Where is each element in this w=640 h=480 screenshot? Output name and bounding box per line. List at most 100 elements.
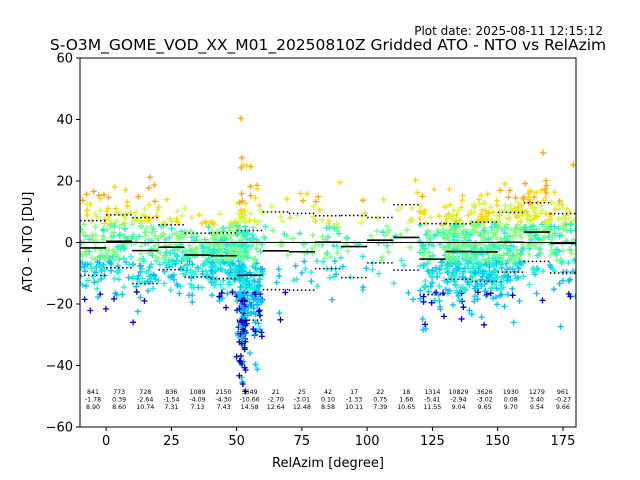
data-point xyxy=(492,231,499,238)
data-point xyxy=(108,267,115,274)
bin-stat-label: 12.64 xyxy=(267,404,285,411)
data-point xyxy=(477,263,484,270)
bin-stat-label: 17 xyxy=(350,389,358,396)
data-point xyxy=(412,177,419,184)
x-tick-label: 100 xyxy=(355,434,380,449)
data-point xyxy=(322,255,329,262)
data-point xyxy=(319,216,326,223)
data-point xyxy=(116,224,123,231)
data-point xyxy=(262,223,269,230)
data-point xyxy=(201,236,208,243)
data-point xyxy=(284,251,291,258)
data-point xyxy=(310,213,317,220)
data-point xyxy=(474,296,481,303)
data-point xyxy=(448,261,455,268)
data-point xyxy=(473,240,480,247)
data-point xyxy=(101,266,108,273)
data-point xyxy=(186,242,193,249)
data-point xyxy=(237,358,244,365)
data-point xyxy=(450,301,457,308)
data-point xyxy=(155,277,162,284)
data-point xyxy=(191,271,198,278)
bin-stat-label: 2150 xyxy=(216,389,232,396)
data-point xyxy=(256,326,263,333)
x-tick-label: 0 xyxy=(102,434,110,449)
data-point xyxy=(571,217,576,224)
data-point xyxy=(450,233,457,240)
data-point xyxy=(475,289,482,296)
data-point xyxy=(94,285,101,292)
data-point xyxy=(344,234,351,241)
data-point xyxy=(195,265,202,272)
data-point xyxy=(481,321,488,328)
data-point xyxy=(297,190,304,197)
data-point xyxy=(141,229,148,236)
data-point xyxy=(459,255,466,262)
data-point xyxy=(277,213,284,220)
data-point xyxy=(443,262,450,269)
data-point xyxy=(422,325,429,332)
data-point xyxy=(130,319,137,326)
data-point xyxy=(164,261,171,268)
data-point xyxy=(479,206,486,213)
data-point xyxy=(420,326,427,333)
data-point xyxy=(320,258,327,265)
data-point xyxy=(558,259,565,266)
data-point xyxy=(542,228,549,235)
y-axis: −60 −40 −20 0 20 40 60 xyxy=(46,52,80,436)
bin-stat-label: -10.66 xyxy=(240,397,260,404)
data-point xyxy=(433,264,440,271)
data-point xyxy=(181,247,188,254)
data-point xyxy=(482,244,489,251)
data-point xyxy=(255,308,262,315)
data-point xyxy=(238,334,245,341)
data-point xyxy=(160,231,167,238)
data-point xyxy=(522,180,529,187)
data-point xyxy=(471,269,478,276)
y-tick-label: −20 xyxy=(46,298,73,313)
data-point xyxy=(283,196,290,203)
data-point xyxy=(145,287,152,294)
data-point xyxy=(563,205,570,212)
data-point xyxy=(232,219,239,226)
data-point xyxy=(203,267,210,274)
bin-stat-label: -2.64 xyxy=(137,397,153,404)
data-point xyxy=(359,197,366,204)
data-point xyxy=(363,265,370,272)
data-point xyxy=(142,240,149,247)
data-point xyxy=(192,232,199,239)
data-point xyxy=(535,235,542,242)
data-point xyxy=(470,265,477,272)
data-point xyxy=(490,295,497,302)
data-point xyxy=(526,281,533,288)
data-point xyxy=(488,217,495,224)
data-point xyxy=(440,227,447,234)
data-point xyxy=(301,258,308,265)
data-point xyxy=(427,235,434,242)
data-point xyxy=(515,265,522,272)
data-point xyxy=(507,202,514,209)
data-point xyxy=(237,260,244,267)
data-point xyxy=(430,252,437,259)
data-point xyxy=(111,295,118,302)
data-point xyxy=(446,201,453,208)
data-point xyxy=(509,257,516,264)
data-point xyxy=(81,296,88,303)
data-point xyxy=(527,223,534,230)
bin-stat-label: 25 xyxy=(298,389,306,396)
data-point xyxy=(260,233,267,240)
data-point xyxy=(494,202,501,209)
data-point xyxy=(435,213,442,220)
data-point xyxy=(242,200,249,207)
data-point xyxy=(290,277,297,284)
data-point xyxy=(334,249,341,256)
data-point xyxy=(254,185,261,192)
data-point xyxy=(526,213,533,220)
bin-stat-label: -1.33 xyxy=(346,397,362,404)
bin-stat-label: 1.66 xyxy=(399,397,413,404)
data-point xyxy=(436,303,443,310)
data-point xyxy=(296,230,303,237)
data-point xyxy=(421,261,428,268)
data-point xyxy=(276,310,283,317)
data-point xyxy=(442,203,449,210)
